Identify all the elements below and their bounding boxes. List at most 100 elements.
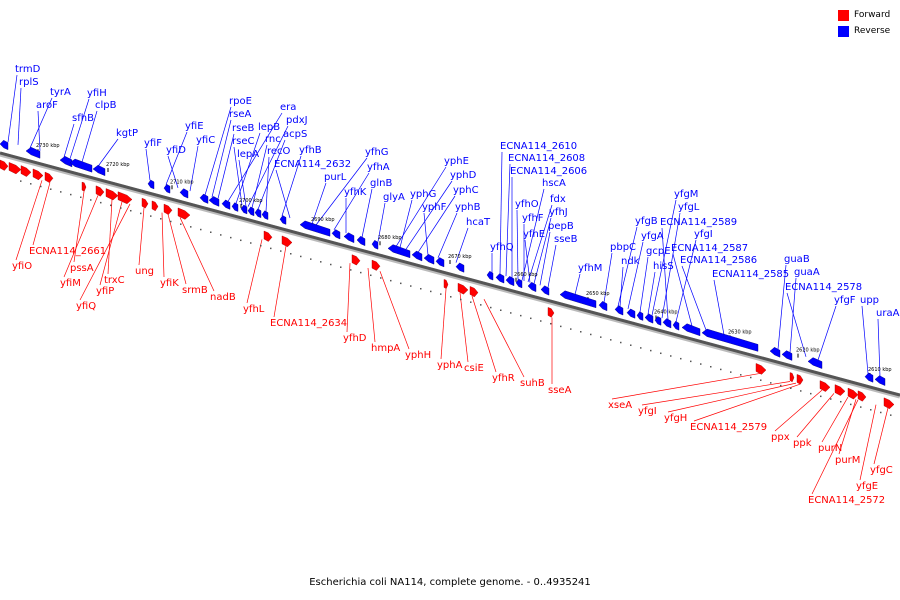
forward-gene [281, 235, 293, 248]
forward-gene [443, 279, 449, 290]
forward-gene-label: pssA [70, 263, 94, 274]
reverse-gene [505, 276, 515, 287]
gene-arrows [0, 139, 895, 410]
forward-gene-label: srmB [182, 285, 208, 296]
forward-callout-line [811, 399, 859, 495]
tick-dot [450, 296, 452, 298]
reverse-callout-line [405, 180, 453, 250]
reverse-gene-label: gcpE [646, 246, 671, 257]
reverse-gene-label: trmD [15, 64, 41, 75]
tick-dot [350, 269, 352, 271]
forward-gene-label: ECNA114_2572 [808, 495, 885, 506]
reverse-gene-label: glyA [383, 192, 405, 203]
reverse-gene [69, 158, 93, 173]
forward-gene-label: purM [835, 455, 860, 466]
forward-callout-line [167, 214, 187, 285]
reverse-gene-label: ECNA114_2610 [500, 141, 577, 152]
legend-reverse-label: Reverse [854, 26, 891, 36]
tick-dot [720, 368, 722, 371]
reverse-gene [92, 164, 106, 176]
reverse-gene-label: yphE [444, 156, 469, 167]
tick-dot [540, 320, 542, 322]
reverse-gene-label: era [280, 102, 296, 113]
reverse-gene [254, 208, 262, 218]
reverse-gene-label: yfhA [367, 162, 390, 173]
reverse-gene-label: yfhF [522, 213, 544, 224]
forward-callout-line [15, 180, 43, 261]
reverse-callout-line [17, 87, 22, 145]
reverse-gene [515, 278, 523, 289]
reverse-callout-line [333, 172, 370, 231]
reverse-gene [807, 357, 823, 369]
tick-dot [610, 339, 612, 341]
reverse-callout-line [603, 252, 613, 303]
reverse-gene-label: ndk [621, 256, 640, 267]
forward-gene-label: yfgC [870, 465, 893, 476]
forward-callout-line [107, 199, 113, 275]
tick-dot [390, 279, 392, 282]
forward-gene [177, 207, 191, 220]
legend-forward: Forward [838, 8, 900, 22]
tick-dot [90, 199, 92, 201]
reverse-gene [423, 254, 435, 265]
tick-dot [620, 341, 622, 344]
tick-dot [800, 390, 802, 392]
forward-callout-line [346, 263, 351, 333]
tick-label: 2660 kbp [514, 272, 538, 278]
reverse-callout-line [574, 273, 581, 295]
reverse-gene-label: hscA [542, 178, 566, 189]
forward-gene [755, 363, 767, 375]
forward-gene [789, 372, 795, 383]
reverse-callout-line [499, 151, 503, 275]
reverse-gene-label: lepB [258, 122, 280, 133]
tick-label: 2700 kbp [239, 198, 263, 204]
forward-gene-label: ECNA114_2634 [270, 318, 347, 329]
forward-swatch [838, 9, 849, 21]
forward-gene-label: yfiK [160, 278, 179, 289]
reverse-callout-line [69, 98, 90, 159]
reverse-gene [147, 179, 155, 190]
reverse-gene-label: yfgB [635, 216, 658, 227]
tick-dot [400, 282, 402, 285]
reverse-gene-label: ECNA114_2578 [785, 282, 862, 293]
tick-dot [170, 220, 172, 223]
tick-dot [420, 287, 422, 290]
reverse-gene-label: rseA [229, 109, 251, 120]
reverse-gene [59, 156, 73, 168]
forward-gene-label: ECNA114_2661 [29, 246, 106, 257]
reverse-gene-label: yfhK [344, 187, 367, 198]
tick-dot [240, 239, 242, 242]
forward-callout-line [611, 373, 761, 400]
tick-dot [80, 196, 82, 199]
tick-dot [760, 379, 762, 381]
reverse-callout-line [417, 195, 456, 253]
reverse-callout-line [619, 266, 624, 307]
tick-dot [460, 298, 462, 301]
reverse-callout-line [627, 241, 644, 310]
reverse-callout-line [227, 112, 283, 202]
tick-dot [680, 357, 682, 360]
tick-dot [470, 301, 472, 303]
forward-callout-line [138, 207, 145, 266]
tick-label: 2720 kbp [106, 162, 130, 168]
reverse-gene [261, 210, 269, 220]
reverse-gene-label: lepA [237, 149, 259, 160]
forward-gene [141, 197, 149, 209]
forward-callout-line [99, 201, 123, 286]
forward-gene [547, 307, 555, 318]
forward-callout-line [774, 389, 823, 432]
reverse-gene-label: clpB [95, 100, 117, 111]
tick-dot [730, 371, 732, 373]
reverse-gene [199, 193, 209, 204]
forward-gene-label: suhB [520, 378, 545, 389]
tick-dot [330, 263, 332, 266]
forward-callout-line [821, 396, 849, 443]
reverse-gene [662, 318, 672, 329]
tick-dot [440, 293, 442, 295]
tick-dot [320, 261, 322, 263]
tick-dot [50, 188, 52, 190]
reverse-callout-line [817, 305, 837, 361]
forward-gene [95, 185, 105, 197]
reverse-callout-line [713, 279, 725, 335]
tick-dot [770, 382, 772, 384]
